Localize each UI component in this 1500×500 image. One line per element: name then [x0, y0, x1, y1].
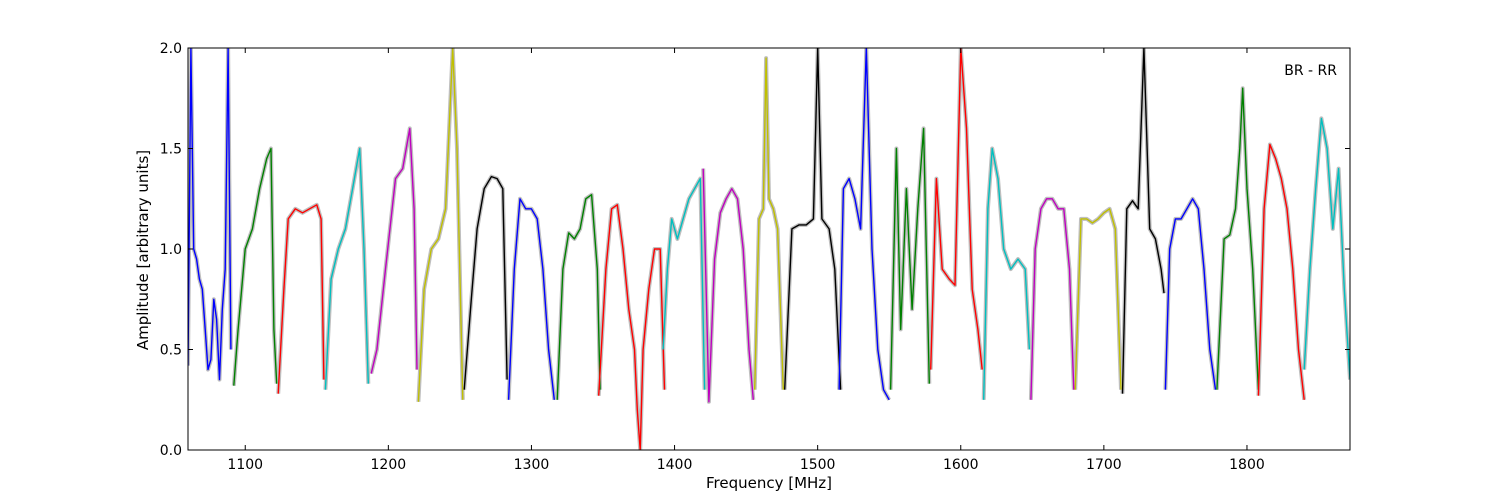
x-tick-label: 1400 [657, 457, 693, 473]
y-tick-label: 1.0 [160, 242, 182, 258]
plot-frame [187, 47, 1351, 451]
series-line-13 [784, 48, 842, 390]
plot-annotation: BR - RR [1284, 63, 1337, 79]
series-layer [188, 48, 1350, 450]
series-line-16 [930, 48, 983, 370]
series-line-15 [889, 127, 930, 390]
series-line-7 [507, 198, 555, 400]
series-line-3 [324, 147, 369, 390]
series-line-5 [417, 48, 464, 402]
x-axis-label: Frequency [MHz] [706, 474, 832, 492]
series-line-24 [1303, 117, 1350, 380]
series-line-22 [1216, 87, 1260, 390]
y-tick-label: 2.0 [160, 41, 182, 57]
series-line-2 [277, 204, 325, 394]
y-tick-label: 0.0 [160, 443, 182, 459]
x-tick-label: 1500 [800, 457, 836, 473]
x-tick-label: 1800 [1229, 457, 1265, 473]
series-line-4 [370, 127, 418, 374]
series-line-21 [1164, 198, 1217, 390]
series-line-17 [983, 147, 1031, 400]
series-line-20 [1121, 48, 1165, 394]
x-tick-label: 1700 [1086, 457, 1122, 473]
tick-layer: 1100 1200 1300 1400 1500 1600 1700 1800 0.0 0.5 1.… [160, 41, 1350, 473]
y-tick-label: 1.5 [160, 142, 182, 158]
series-line-12 [754, 57, 784, 390]
plot-area [188, 48, 1350, 450]
series-line-18 [1030, 198, 1075, 400]
series-line-1 [233, 147, 278, 386]
y-axis-label: Amplitude [arbitrary units] [134, 150, 152, 350]
x-tick-label: 1100 [227, 457, 263, 473]
x-tick-label: 1300 [514, 457, 550, 473]
series-line-11 [702, 168, 754, 403]
series-line-9 [598, 204, 666, 450]
series-line-6 [463, 175, 508, 390]
series-line-0 [188, 48, 232, 381]
y-tick-label: 0.5 [160, 343, 182, 359]
series-line-14 [838, 48, 890, 401]
series-line-8 [556, 194, 601, 400]
series-line-23 [1257, 143, 1305, 400]
series-line-19 [1074, 208, 1122, 390]
x-tick-label: 1200 [371, 457, 407, 473]
series-line-10 [662, 177, 706, 390]
x-tick-label: 1600 [943, 457, 979, 473]
